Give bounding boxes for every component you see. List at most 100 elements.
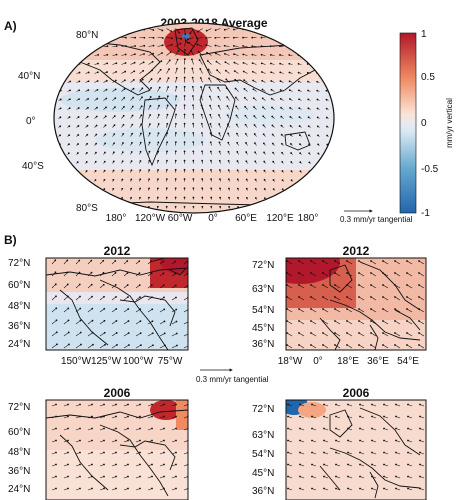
vector-arrow (382, 296, 389, 301)
vector-head (298, 284, 300, 286)
vector-head (151, 475, 153, 478)
vector-head (260, 62, 263, 65)
vector-head (79, 319, 82, 322)
vector-head (113, 124, 116, 126)
vector-head (150, 272, 153, 275)
vector-head (166, 141, 169, 144)
vector-head (254, 151, 257, 154)
vector-head (226, 114, 229, 117)
vector-head (139, 296, 141, 299)
vector-head (103, 415, 105, 418)
vector-arrow (121, 207, 123, 209)
vector-head (269, 45, 272, 48)
vector-head (418, 308, 420, 310)
vector-head (299, 463, 301, 466)
vector-head (91, 439, 93, 442)
vector-head (90, 259, 93, 262)
vector-head (97, 45, 100, 48)
vector-head (371, 475, 373, 478)
vector-head (104, 115, 107, 118)
vector-arrow (175, 28, 180, 33)
vector-arrow (322, 296, 329, 301)
vector-arrow (358, 296, 365, 301)
vector-head (139, 475, 141, 478)
vector-head (174, 159, 177, 162)
vector-arrow (286, 320, 293, 325)
vector-head (139, 487, 141, 490)
vector-head (347, 415, 349, 418)
vector-head (175, 475, 177, 478)
lon-label: 75°W (158, 356, 183, 367)
lon-label: 125°W (91, 356, 122, 367)
vector-head (191, 58, 193, 61)
vector-head (346, 332, 348, 334)
vector-head (55, 463, 57, 466)
vector-head (290, 179, 293, 182)
vector-arrow (318, 198, 320, 200)
vector-head (371, 415, 373, 418)
vector-head (102, 259, 105, 262)
vector-head (310, 272, 312, 274)
vector-arrow (346, 272, 353, 277)
vector-head (174, 272, 177, 275)
vector-head (307, 134, 310, 137)
vector-arrow (346, 344, 353, 349)
vector-arrow (85, 179, 87, 182)
vector-head (223, 28, 226, 31)
vector-head (382, 320, 384, 322)
vector-head (326, 152, 329, 155)
colorbar-tick: 0.5 (421, 72, 435, 83)
lon-label: 100°W (123, 356, 154, 367)
vector-arrow (75, 332, 81, 337)
vector-head (163, 296, 165, 299)
vector-head (370, 272, 372, 274)
vector-arrow (358, 308, 365, 313)
vector-arrow (94, 188, 96, 191)
vector-head (177, 50, 180, 52)
lat-label: 72°N (252, 260, 274, 271)
vector-head (236, 178, 239, 181)
vector-head (273, 206, 275, 209)
vector-head (79, 427, 81, 430)
vector-head (127, 296, 129, 298)
vector-head (174, 187, 177, 190)
map-title: 2012 (104, 244, 131, 258)
vector-head (316, 80, 319, 83)
vector-head (91, 403, 93, 406)
vector-head (371, 463, 373, 466)
vector-arrow (286, 284, 293, 289)
vector-head (114, 284, 117, 286)
vector-head (67, 319, 70, 322)
vector-head (200, 104, 203, 107)
vector-arrow (309, 189, 311, 191)
vector-head (152, 344, 154, 347)
vector-head (175, 76, 178, 79)
vector-head (127, 332, 130, 334)
colorbar (399, 32, 417, 214)
vector-head (371, 439, 373, 442)
vector-head (67, 451, 69, 454)
vector-head (157, 150, 160, 153)
vector-head (335, 451, 337, 454)
vector-head (279, 80, 282, 83)
vector-head (201, 178, 204, 180)
vector-head (126, 272, 129, 274)
vector-arrow (67, 171, 69, 173)
lat-label: 48°N (8, 447, 30, 458)
vector-head (289, 107, 292, 109)
vector-head (163, 463, 165, 466)
vector-arrow (67, 180, 69, 182)
vector-arrow (358, 344, 365, 349)
vector-head (298, 134, 301, 136)
vector-arrow (318, 189, 320, 191)
vector-head (78, 54, 81, 56)
vector-head (234, 78, 237, 81)
vector-head (261, 88, 264, 91)
vector-arrow (327, 162, 329, 164)
vector-head (325, 36, 327, 39)
vector-arrow (418, 260, 425, 265)
vector-head (91, 487, 93, 490)
vector-head (347, 487, 349, 490)
lon-label: 60°E (235, 213, 257, 224)
vector-head (406, 260, 408, 262)
